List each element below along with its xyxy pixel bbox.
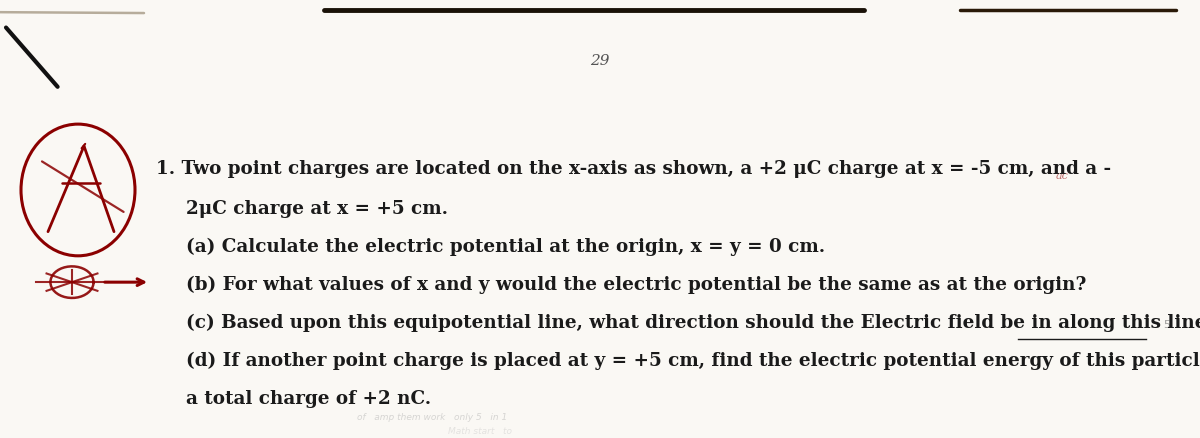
Text: ac: ac [1056,170,1068,180]
Text: (a) Calculate the electric potential at the origin, x = y = 0 cm.: (a) Calculate the electric potential at … [186,237,826,255]
Text: (c) Based upon this equipotential line, what direction should the Electric field: (c) Based upon this equipotential line, … [186,313,1200,331]
Text: (d) If another point charge is placed at y = +5 cm, find the electric potential : (d) If another point charge is placed at… [186,351,1200,369]
Text: 1. Two point charges are located on the x-axis as shown, a +2 μC charge at x = -: 1. Two point charges are located on the … [156,159,1111,178]
Text: Math start   to: Math start to [448,426,512,434]
Text: 2μC charge at x = +5 cm.: 2μC charge at x = +5 cm. [186,199,448,217]
Text: 5: 5 [1163,319,1170,329]
Text: of   amp them work   only 5   in 1: of amp them work only 5 in 1 [356,412,508,420]
Text: a total charge of +2 nC.: a total charge of +2 nC. [186,389,431,408]
Text: 29: 29 [590,54,610,68]
Text: (b) For what values of x and y would the electric potential be the same as at th: (b) For what values of x and y would the… [186,275,1086,293]
